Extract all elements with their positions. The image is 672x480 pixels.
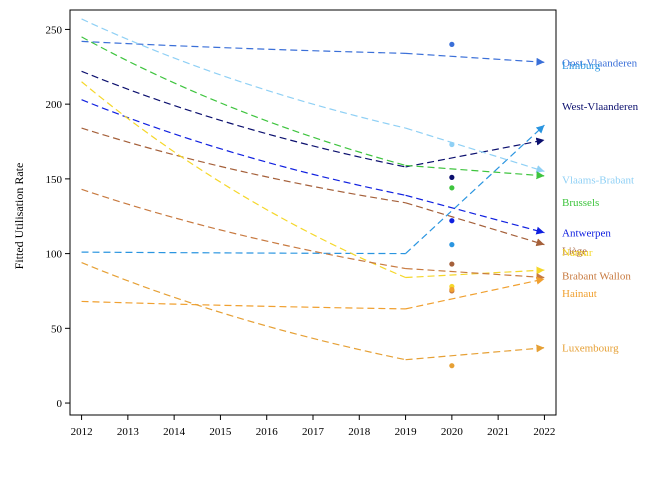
y-tick-label: 200 (46, 99, 63, 111)
projection-arrow-luxembourg (405, 344, 545, 361)
projection-arrow-antwerpen (405, 194, 545, 235)
fitted-line-hainaut (81, 300, 406, 310)
series-label: Brussels (562, 197, 599, 209)
x-tick-label: 2016 (256, 426, 279, 438)
fitted-line-namur (81, 81, 406, 279)
series-layer (81, 18, 545, 361)
x-tick-label: 2022 (533, 426, 555, 438)
plot-frame (69, 9, 557, 416)
fitted-line-luxembourg (81, 262, 406, 361)
projection-arrow-li-ge (405, 202, 545, 247)
projection-arrow-limburg (405, 124, 545, 255)
series-label: West-Vlaanderen (562, 101, 639, 113)
observed-point-luxembourg (449, 363, 455, 369)
x-tick-label: 2017 (302, 426, 325, 438)
observed-point-hainaut (449, 286, 455, 293)
x-tick-label: 2015 (209, 426, 232, 438)
series-label: Namur (562, 247, 593, 259)
x-tick-label: 2012 (71, 426, 93, 438)
series-label: Hainaut (562, 288, 597, 300)
x-tick-label: 2014 (163, 426, 186, 438)
projection-arrow-west-vlaanderen (405, 137, 545, 168)
fitted-line-antwerpen (81, 99, 406, 196)
x-tick-label: 2019 (395, 426, 418, 438)
projection-arrow-hainaut (405, 276, 545, 310)
observed-point-brussels (449, 185, 455, 191)
projection-arrow-oost-vlaanderen (405, 52, 545, 66)
x-tick-label: 2013 (117, 426, 140, 438)
series-label: Luxembourg (562, 343, 619, 355)
observed-point-west-vlaanderen (449, 174, 455, 180)
fitted-line-brussels (81, 36, 406, 167)
projection-arrow-brussels (405, 164, 545, 180)
x-axis: 2012 2013 2014 2015 2016 2017 2018 2019 2020 2021… (71, 415, 555, 438)
series-label: Oost-Vlaanderen (562, 57, 638, 69)
projection-arrow-namur (405, 266, 545, 279)
y-axis-label: Fitted Utilisation Rate (12, 163, 26, 270)
fitted-line-oost-vlaanderen (81, 40, 406, 54)
fitted-line-west-vlaanderen (81, 70, 406, 168)
observed-point-vlaams-brabant (449, 141, 455, 148)
observed-point-li-ge (449, 261, 455, 267)
observed-point-antwerpen (449, 218, 455, 224)
observed-points-layer (449, 41, 455, 369)
y-axis: 0 50 100 150 200 250 (46, 24, 70, 410)
series-label: Limburg (562, 60, 601, 72)
projection-arrow-brabant-wallon (405, 267, 545, 281)
fitted-line-brabant-wallon (81, 188, 406, 270)
fitted-line-limburg (81, 251, 406, 255)
series-label: Liège (562, 246, 587, 258)
fitted-line-li-ge (81, 127, 406, 204)
y-tick-label: 50 (51, 323, 63, 335)
projection-arrow-vlaams-brabant (405, 127, 545, 173)
x-tick-label: 2018 (348, 426, 371, 438)
series-label: Vlaams-Brabant (562, 174, 634, 186)
y-tick-label: 0 (57, 398, 63, 410)
observed-point-oost-vlaanderen (449, 41, 455, 47)
observed-point-limburg (449, 242, 455, 248)
x-tick-label: 2020 (441, 426, 464, 438)
y-tick-label: 250 (46, 24, 63, 36)
y-tick-label: 100 (46, 249, 63, 261)
series-label: Brabant Wallon (562, 271, 631, 283)
x-tick-label: 2021 (487, 426, 509, 438)
series-label: Antwerpen (562, 228, 611, 240)
y-tick-label: 150 (46, 174, 63, 186)
fitted-line-vlaams-brabant (81, 18, 406, 129)
